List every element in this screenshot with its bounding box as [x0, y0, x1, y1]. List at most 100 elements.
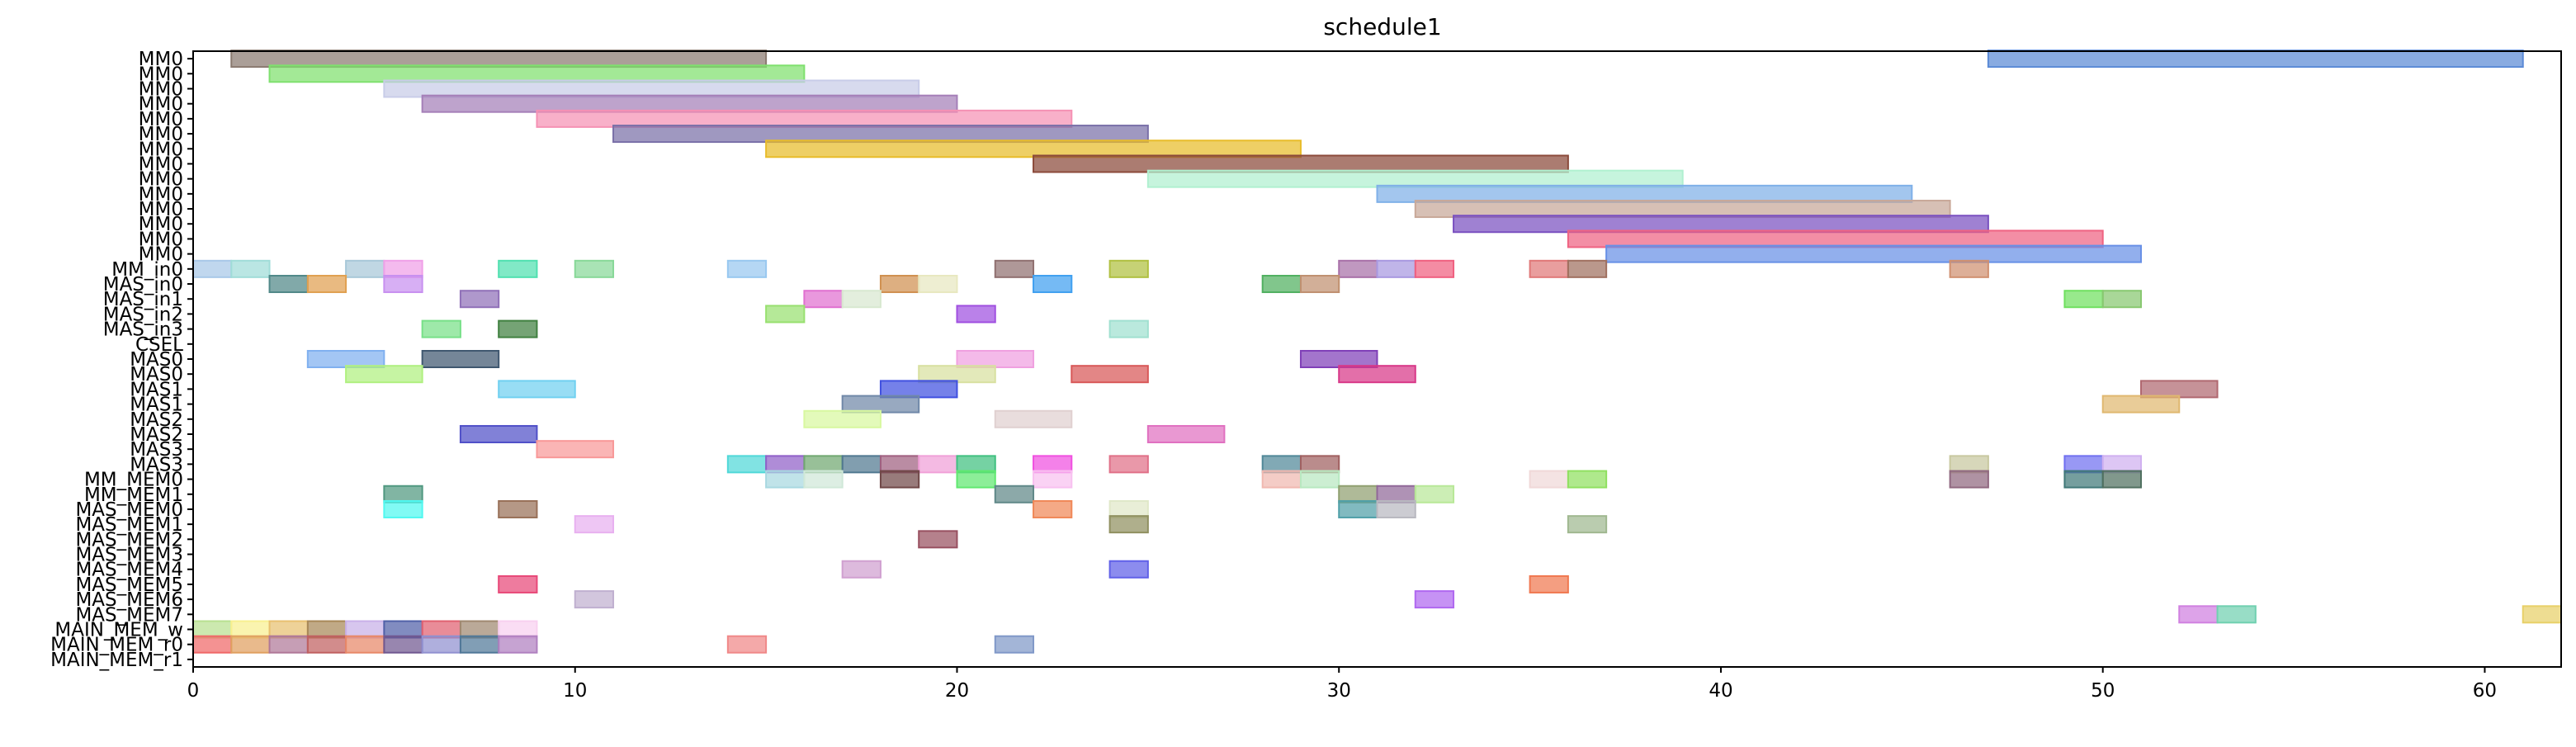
y-tick-label: MAS_MEM3: [75, 545, 183, 566]
y-tick-label: MAS1: [130, 379, 183, 400]
gantt-bar: [498, 635, 538, 654]
gantt-bar: [879, 275, 920, 294]
gantt-bar: [383, 499, 423, 518]
gantt-bar: [918, 275, 958, 294]
y-tick-label: MAS_MEM2: [75, 529, 183, 551]
y-tick-label: MM0: [139, 184, 183, 206]
gantt-bar: [2522, 605, 2563, 624]
gantt-bar: [498, 620, 538, 639]
x-tick-label: 60: [2473, 680, 2497, 702]
y-tick-label: MM_in0: [111, 259, 183, 281]
gantt-bar: [2101, 470, 2142, 489]
gantt-bar: [1949, 470, 1989, 489]
y-tick-label: MM_MEM1: [84, 485, 183, 506]
gantt-bar: [1414, 259, 1455, 278]
gantt-bar: [918, 365, 996, 384]
y-tick-label: MM0: [139, 154, 183, 175]
y-tick-label: MAIN_MEM_r1: [50, 650, 183, 671]
gantt-bar: [1299, 349, 1378, 369]
x-tick-label: 40: [1709, 680, 1732, 702]
x-tick-label: 30: [1327, 680, 1351, 702]
gantt-bar: [918, 455, 958, 474]
gantt-bar: [1033, 275, 1073, 294]
gantt-bar: [498, 574, 538, 593]
gantt-bar: [2101, 395, 2181, 414]
gantt-bar: [536, 109, 1073, 128]
gantt-bar: [230, 50, 768, 69]
gantt-bar: [345, 635, 385, 654]
gantt-bar: [2101, 455, 2142, 474]
gantt-bar: [1299, 455, 1340, 474]
gantt-bar: [1108, 515, 1149, 534]
gantt-bar: [1376, 499, 1416, 518]
gantt-bar: [268, 620, 309, 639]
y-tick-label: MAIN_MEM_w: [54, 620, 183, 641]
gantt-bar: [1033, 455, 1073, 474]
y-tick-label: MM0: [139, 169, 183, 191]
gantt-bar: [1299, 470, 1340, 489]
gantt-bar: [345, 259, 385, 278]
gantt-bar: [918, 530, 958, 549]
gantt-bar: [1261, 455, 1302, 474]
y-tick-label: MM_MEM0: [84, 470, 183, 491]
gantt-bar: [2063, 290, 2104, 309]
gantt-bar: [994, 485, 1035, 504]
y-tick-label: MM0: [139, 199, 183, 220]
gantt-bar: [1261, 470, 1302, 489]
gantt-bar: [268, 275, 309, 294]
x-tick-label: 20: [945, 680, 969, 702]
gantt-bar: [994, 635, 1035, 654]
gantt-bar: [1567, 515, 1608, 534]
y-tick-label: MAS_MEM4: [75, 560, 183, 581]
y-tick-label: MAIN_MEM_r0: [50, 635, 183, 656]
gantt-bar: [1338, 499, 1378, 518]
gantt-bar: [459, 635, 500, 654]
gantt-bar: [803, 455, 844, 474]
gantt-bar: [841, 455, 882, 474]
gantt-bar: [726, 455, 768, 474]
gantt-bar: [306, 635, 347, 654]
x-tick-label: 0: [187, 680, 200, 702]
gantt-bar: [1376, 485, 1416, 504]
gantt-bar: [726, 635, 768, 654]
gantt-bar: [1108, 259, 1149, 278]
gantt-bar: [421, 319, 461, 338]
y-tick-label: MM0: [139, 244, 183, 266]
gantt-bar: [1146, 424, 1226, 443]
gantt-bar: [956, 455, 996, 474]
gantt-bar: [1567, 259, 1608, 278]
x-axis: 0 10 20 30 40 50 60: [187, 667, 2497, 702]
y-tick-label: MAS3: [130, 454, 183, 475]
gantt-bar: [765, 470, 806, 489]
gantt-bar: [459, 290, 500, 309]
gantt-bar: [1987, 50, 2524, 69]
y-tick-label: MAS_MEM0: [75, 499, 183, 521]
gantt-bar: [994, 259, 1035, 278]
gantt-bar: [306, 349, 385, 369]
y-tick-label: MM0: [139, 229, 183, 250]
gantt-bar: [1338, 259, 1378, 278]
y-tick-label: MAS_MEM1: [75, 514, 183, 536]
gantt-bar: [956, 305, 996, 324]
gantt-bar: [1529, 259, 1569, 278]
y-tick-label: MAS0: [130, 349, 183, 371]
gantt-bar: [383, 620, 423, 639]
y-tick-label: MAS_MEM5: [75, 574, 183, 596]
gantt-bar: [765, 305, 806, 324]
gantt-bar: [383, 259, 423, 278]
gantt-bar: [268, 64, 806, 83]
y-tick-label: MAS0: [130, 364, 183, 385]
gantt-bar: [574, 590, 615, 609]
gantt-bar: [306, 275, 347, 294]
gantt-bar: [1338, 365, 1416, 384]
gantt-bar: [841, 560, 882, 579]
gantt-bar: [498, 319, 538, 338]
gantt-bar: [1453, 215, 1989, 234]
gantt-bar: [383, 635, 423, 654]
y-tick-label: CSEL: [135, 334, 183, 356]
y-tick-label: MM0: [139, 64, 183, 85]
gantt-bar: [345, 620, 385, 639]
gantt-bar: [803, 290, 844, 309]
gantt-bar: [956, 349, 1035, 369]
